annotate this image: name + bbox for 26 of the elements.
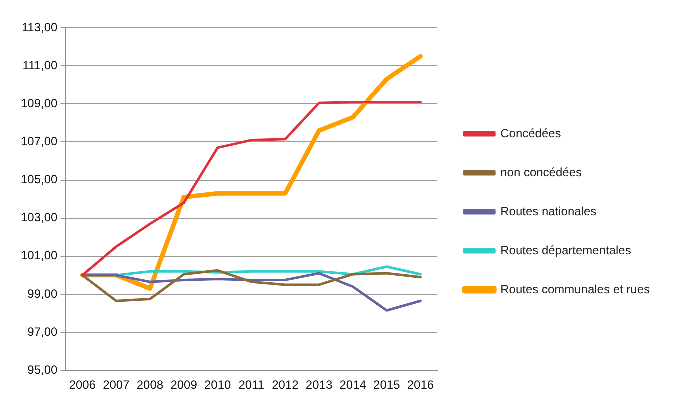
x-tick-label: 2007 (103, 378, 130, 392)
y-tick-label: 101,00 (21, 248, 58, 263)
y-tick-label: 105,00 (21, 172, 58, 187)
x-tick-label: 2014 (340, 378, 367, 392)
x-tick-label: 2015 (374, 378, 401, 392)
x-tick-label: 2013 (306, 378, 333, 392)
legend-label: Routes départementales (500, 243, 632, 258)
y-tick-label: 103,00 (21, 210, 58, 225)
x-tick-label: 2012 (272, 378, 300, 392)
x-tick-label: 2016 (407, 378, 434, 392)
x-tick-label: 2008 (136, 378, 164, 392)
x-tick-label: 2006 (69, 378, 96, 392)
x-tick-label: 2011 (238, 378, 265, 392)
x-tick-label: 2010 (204, 378, 232, 392)
y-tick-label: 109,00 (21, 96, 58, 110)
y-tick-label: 107,00 (21, 134, 58, 149)
legend-label: non concédées (500, 165, 582, 180)
legend-label: Concédées (500, 126, 562, 140)
y-tick-label: 95,00 (28, 362, 58, 377)
y-tick-label: 111,00 (22, 58, 58, 72)
legend-label: Routes communales et rues (500, 282, 650, 296)
legend-label: Routes nationales (500, 204, 597, 218)
x-tick-label: 2009 (170, 378, 198, 392)
y-tick-label: 99,00 (28, 286, 58, 301)
y-tick-label: 97,00 (28, 324, 58, 339)
y-tick-label: 113,00 (22, 20, 58, 34)
